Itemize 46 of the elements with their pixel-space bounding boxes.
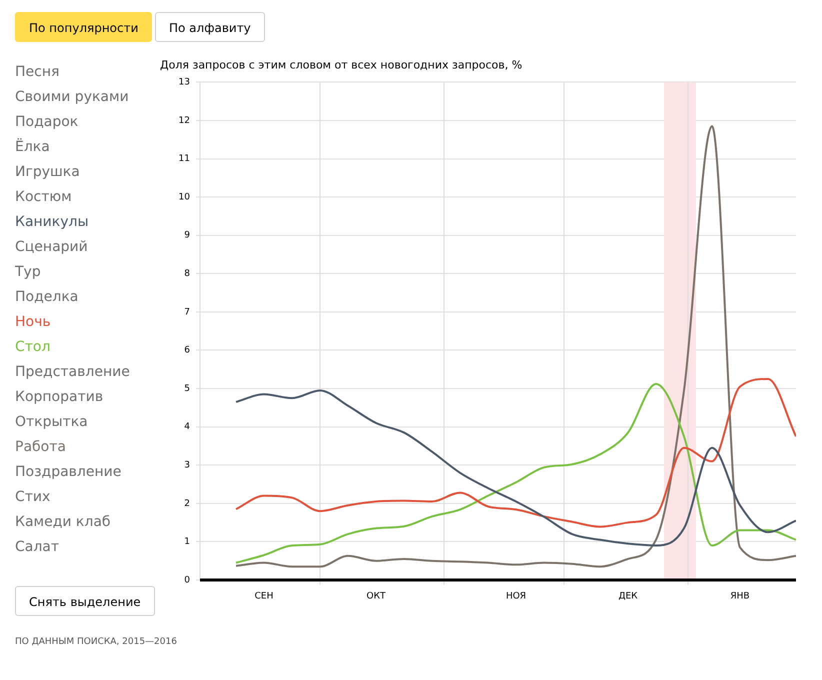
x-tick-label: ДЕК [618,592,638,602]
y-tick-label: 10 [178,192,190,202]
y-tick-label: 12 [178,116,190,126]
line-series [235,378,796,528]
legend-label: Тур [15,263,42,282]
y-tick-label: 13 [178,78,190,88]
line-series [235,125,796,568]
text: Ночь [15,313,52,332]
text: Стол [15,338,52,357]
legend-label: Поделка [15,288,80,307]
legend-label: Своими руками [15,88,130,107]
y-tick-label: 8 [184,269,190,280]
y-tick-label: 6 [184,346,190,356]
x-tick-label: ЯНВ [730,592,750,602]
legend-label: Песня [15,63,60,82]
text: По алфавиту [155,12,265,42]
y-tick-label: 3 [184,460,190,470]
text: Работа [15,438,67,457]
y-tick-label: 2 [184,498,190,509]
legend-label: Ёлка [15,137,51,157]
legend-label: Стих [15,488,52,507]
legend-label: Подарок [15,113,80,132]
y-tick-label: 11 [178,154,190,164]
legend-label: Игрушка [15,163,81,182]
y-tick-label: 0 [184,575,190,586]
legend-label: Открытка [15,413,89,432]
x-tick-label: НОЯ [506,592,526,602]
y-tick-label: 9 [184,230,190,241]
legend-label: Представление [15,363,130,382]
legend-label: Сценарий [15,238,89,257]
legend-label: Камеди клаб [15,513,112,532]
text: Снять выделение [15,586,155,616]
y-tick-label: 5 [184,384,190,394]
y-tick-label: 7 [184,307,190,318]
text: ПО ДАННЫМ ПОИСКА, 2015—2016 [15,637,177,647]
legend-label: Салат [15,538,60,557]
text: По популярности [15,12,152,42]
x-tick-label: СЕН [254,592,274,602]
legend-label: Поздравление [15,463,122,482]
text: Каникулы [15,213,90,232]
legend-label: Корпоратив [15,388,104,407]
x-tick-label: ОКТ [366,592,386,602]
chart-title: Доля запросов с этим словом от всех новогодних запросов, % [160,58,522,72]
y-tick-label: 4 [184,422,190,432]
legend-label: Костюм [15,188,73,207]
y-tick-label: 1 [184,537,190,548]
